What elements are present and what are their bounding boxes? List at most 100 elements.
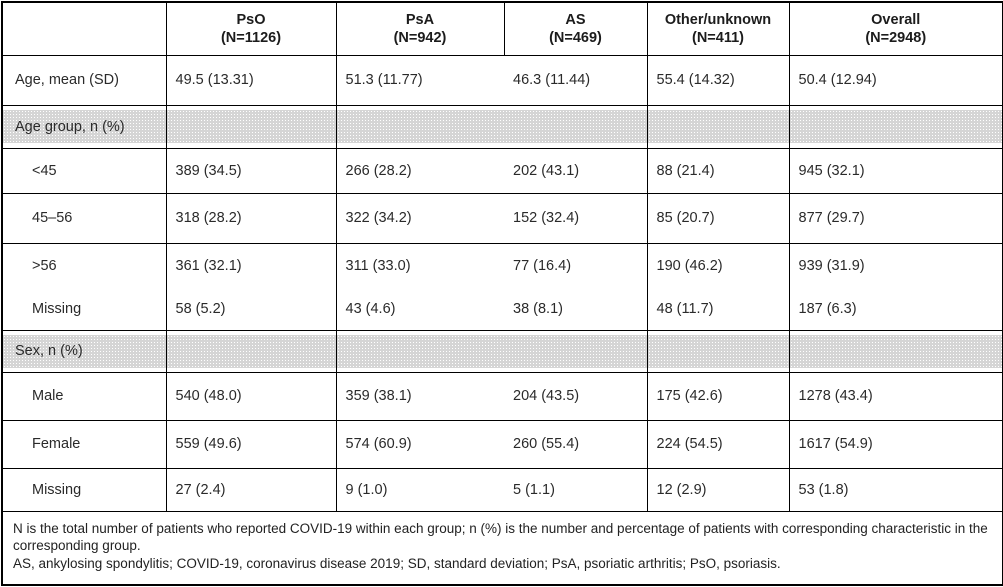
row-label: <45 [1, 147, 167, 194]
section-cell [165, 104, 337, 149]
section-band [337, 334, 646, 368]
section-band [648, 110, 788, 143]
footnote-abbreviations: AS, ankylosing spondylitis; COVID-19, co… [13, 556, 781, 572]
value-cell: 322 (34.2) [335, 192, 504, 244]
row-label: Missing [1, 467, 167, 512]
value-cell: 877 (29.7) [788, 192, 1003, 244]
table-row: <45 389 (34.5) 266 (28.2) 202 (43.1) 88 (21.… [1, 147, 1003, 194]
header-row: PsO (N=1126) PsA (N=942) AS (N=469) Other/unkn… [1, 1, 1003, 56]
table-row: Missing 27 (2.4) 9 (1.0) 5 (1.1) 12 (2.9) 53 … [1, 467, 1003, 512]
value-cell: 88 (21.4) [646, 147, 790, 194]
value-cell: 38 (8.1) [504, 289, 648, 331]
value-cell: 51.3 (11.77) [335, 54, 504, 106]
footnote-cell: N is the total number of patients who re… [1, 510, 1003, 586]
value-cell: 266 (28.2) [335, 147, 504, 194]
value-cell: 311 (33.0) [335, 242, 504, 289]
column-header: PsA (N=942) [335, 1, 505, 56]
table-row: Age, mean (SD) 49.5 (13.31) 51.3 (11.77) 46… [1, 54, 1003, 106]
value-cell: 50.4 (12.94) [788, 54, 1003, 106]
value-cell: 190 (46.2) [646, 242, 790, 289]
section-label: Age group, n (%) [15, 118, 125, 135]
section-band [790, 110, 1002, 143]
value-cell: 187 (6.3) [788, 289, 1003, 331]
value-cell: 58 (5.2) [165, 289, 337, 331]
section-row: Age group, n (%) [1, 104, 1003, 149]
column-header: Overall (N=2948) [788, 1, 1003, 56]
row-label: Male [1, 371, 167, 421]
value-cell: 359 (38.1) [335, 371, 504, 421]
value-cell: 9 (1.0) [335, 467, 504, 512]
row-label: Female [1, 419, 167, 469]
section-band [167, 334, 335, 368]
table-body: Age, mean (SD) 49.5 (13.31) 51.3 (11.77) 46… [1, 54, 1003, 512]
section-label-cell: Age group, n (%) [1, 104, 167, 149]
column-header-label: PsO [236, 11, 266, 28]
value-cell: 49.5 (13.31) [165, 54, 337, 106]
value-cell: 48 (11.7) [646, 289, 790, 331]
value-cell: 12 (2.9) [646, 467, 790, 512]
value-cell: 202 (43.1) [504, 147, 648, 194]
table-row: 45–56 318 (28.2) 322 (34.2) 152 (32.4) 85 (2… [1, 192, 1003, 244]
value-cell: 27 (2.4) [165, 467, 337, 512]
value-cell: 43 (4.6) [335, 289, 504, 331]
column-header-n: (N=2948) [865, 29, 927, 46]
section-label: Sex, n (%) [15, 343, 83, 359]
value-cell: 5 (1.1) [504, 467, 648, 512]
section-band [167, 110, 335, 143]
section-row: Sex, n (%) [1, 329, 1003, 373]
table-header: PsO (N=1126) PsA (N=942) AS (N=469) Other/unkn… [1, 1, 1003, 56]
column-header-n: (N=942) [393, 29, 447, 46]
row-label: Missing [1, 289, 167, 331]
column-header-label: Overall [871, 11, 921, 28]
section-cell [646, 329, 790, 373]
footnote-row: N is the total number of patients who re… [1, 510, 1003, 586]
row-label: Age, mean (SD) [1, 54, 167, 106]
column-header: PsO (N=1126) [165, 1, 337, 56]
table-row: >56 361 (32.1) 311 (33.0) 77 (16.4) 190 (46.… [1, 242, 1003, 289]
value-cell: 77 (16.4) [504, 242, 648, 289]
row-label: 45–56 [1, 192, 167, 244]
column-header-label: PsA [405, 11, 435, 28]
section-band: Sex, n (%) [3, 334, 165, 368]
value-cell: 175 (42.6) [646, 371, 790, 421]
section-label-cell: Sex, n (%) [1, 329, 167, 373]
value-cell: 53 (1.8) [788, 467, 1003, 512]
column-header-label: Other/unknown [664, 11, 772, 28]
value-cell: 559 (49.6) [165, 419, 337, 469]
table-row: Male 540 (48.0) 359 (38.1) 204 (43.5) 175 (4… [1, 371, 1003, 421]
row-label: >56 [1, 242, 167, 289]
column-header-n: (N=1126) [220, 29, 282, 46]
column-header: AS (N=469) [503, 1, 648, 56]
value-cell: 574 (60.9) [335, 419, 504, 469]
section-cell [646, 104, 790, 149]
value-cell: 361 (32.1) [165, 242, 337, 289]
section-cell [335, 104, 648, 149]
value-cell: 389 (34.5) [165, 147, 337, 194]
value-cell: 55.4 (14.32) [646, 54, 790, 106]
footnote-definition: N is the total number of patients who re… [13, 520, 988, 554]
table-row: Missing 58 (5.2) 43 (4.6) 38 (8.1) 48 (11.7)… [1, 289, 1003, 331]
value-cell: 945 (32.1) [788, 147, 1003, 194]
value-cell: 85 (20.7) [646, 192, 790, 244]
value-cell: 204 (43.5) [504, 371, 648, 421]
section-cell [788, 329, 1003, 373]
value-cell: 1278 (43.4) [788, 371, 1003, 421]
section-cell [788, 104, 1003, 149]
value-cell: 224 (54.5) [646, 419, 790, 469]
table-row: Female 559 (49.6) 574 (60.9) 260 (55.4) 224 … [1, 419, 1003, 469]
section-band: Age group, n (%) [3, 110, 165, 143]
value-cell: 540 (48.0) [165, 371, 337, 421]
section-band [790, 334, 1002, 368]
section-band [337, 110, 646, 143]
corner-header-cell [1, 1, 167, 56]
section-band [648, 334, 788, 368]
table-footer: N is the total number of patients who re… [1, 510, 1003, 586]
column-header-n: (N=469) [549, 29, 602, 46]
column-header-label: AS [565, 11, 586, 28]
section-cell [335, 329, 648, 373]
value-cell: 260 (55.4) [504, 419, 648, 469]
value-cell: 939 (31.9) [788, 242, 1003, 289]
section-cell [165, 329, 337, 373]
value-cell: 152 (32.4) [504, 192, 648, 244]
